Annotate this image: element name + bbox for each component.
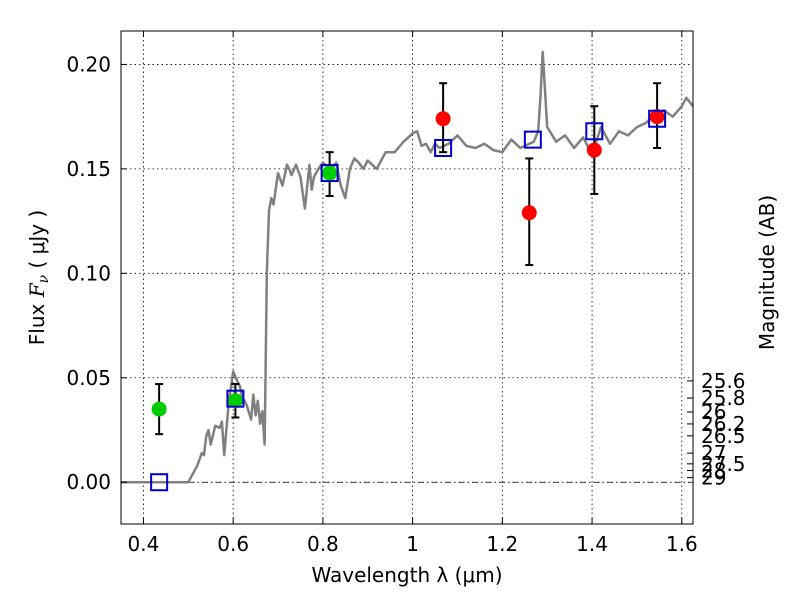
- x-tick-label: 1.6: [666, 532, 698, 556]
- series-layer: [121, 50, 694, 492]
- red_observed-point: [435, 111, 451, 127]
- magnitude-tick-label: 26: [701, 400, 726, 424]
- y-tick-label: 0.10: [66, 261, 111, 285]
- x-tick-label: 0.4: [128, 532, 160, 556]
- y-tick-label: 0.20: [66, 52, 111, 76]
- x-tick-label: 0.8: [307, 532, 339, 556]
- y-tick-label: 0.00: [66, 470, 111, 494]
- grid-layer: [121, 31, 693, 524]
- x-tick-label: 0.6: [217, 532, 249, 556]
- magnitude-tick-label: 27.5: [701, 452, 746, 476]
- model-band-square: [226, 389, 245, 408]
- y-tick-label: 0.05: [66, 366, 111, 390]
- y-tick-label: 0.15: [66, 157, 111, 181]
- y-axis-label-variable: F: [25, 282, 49, 298]
- model-band-square: [523, 130, 542, 149]
- red_observed-point: [649, 109, 665, 125]
- green_observed-point: [151, 401, 167, 417]
- green_observed-point: [227, 393, 243, 409]
- magnitude-tick-label: 29: [701, 466, 726, 490]
- model-spectrum-line: [121, 50, 694, 484]
- x-tick-label: 1.4: [576, 532, 608, 556]
- right-axis-label: Magnitude (AB): [755, 195, 779, 350]
- green_observed-point: [322, 165, 338, 181]
- model-band-square: [434, 138, 453, 157]
- y-axis-label-unit: ( μJy ): [25, 210, 49, 275]
- label-layer: Wavelength λ (μm) Magnitude (AB) Flux Fν…: [25, 195, 779, 587]
- magnitude-tick-label: 25.8: [701, 386, 746, 410]
- magnitude-tick-label: 26.5: [701, 424, 746, 448]
- magnitude-tick-label: 27: [701, 441, 726, 465]
- tick-layer: 0.4 0.6 0.8 1 1.2 1.4 1.6 0.00 0.05 0.10 0.15 0.20 2…: [66, 31, 746, 556]
- y-axis-label-prefix: Flux: [25, 297, 49, 345]
- magnitude-tick-label: 28: [701, 459, 726, 483]
- magnitude-tick-label: 26.2: [701, 412, 746, 436]
- y-axis-label-subscript: ν: [36, 274, 52, 283]
- red_observed-point: [521, 205, 537, 221]
- plot-frame: [120, 30, 694, 525]
- x-axis-label: Wavelength λ (μm): [311, 563, 502, 587]
- model-band-square: [648, 109, 667, 128]
- x-tick-label: 1: [406, 532, 419, 556]
- model-band-square: [585, 122, 604, 141]
- x-tick-label: 1.2: [486, 532, 518, 556]
- magnitude-tick-label: 25.6: [701, 369, 746, 393]
- y-axis-label: Flux Fν ( μJy ): [25, 210, 52, 345]
- red_observed-point: [586, 142, 602, 158]
- model-band-square: [150, 473, 169, 492]
- model-band-square: [320, 164, 339, 183]
